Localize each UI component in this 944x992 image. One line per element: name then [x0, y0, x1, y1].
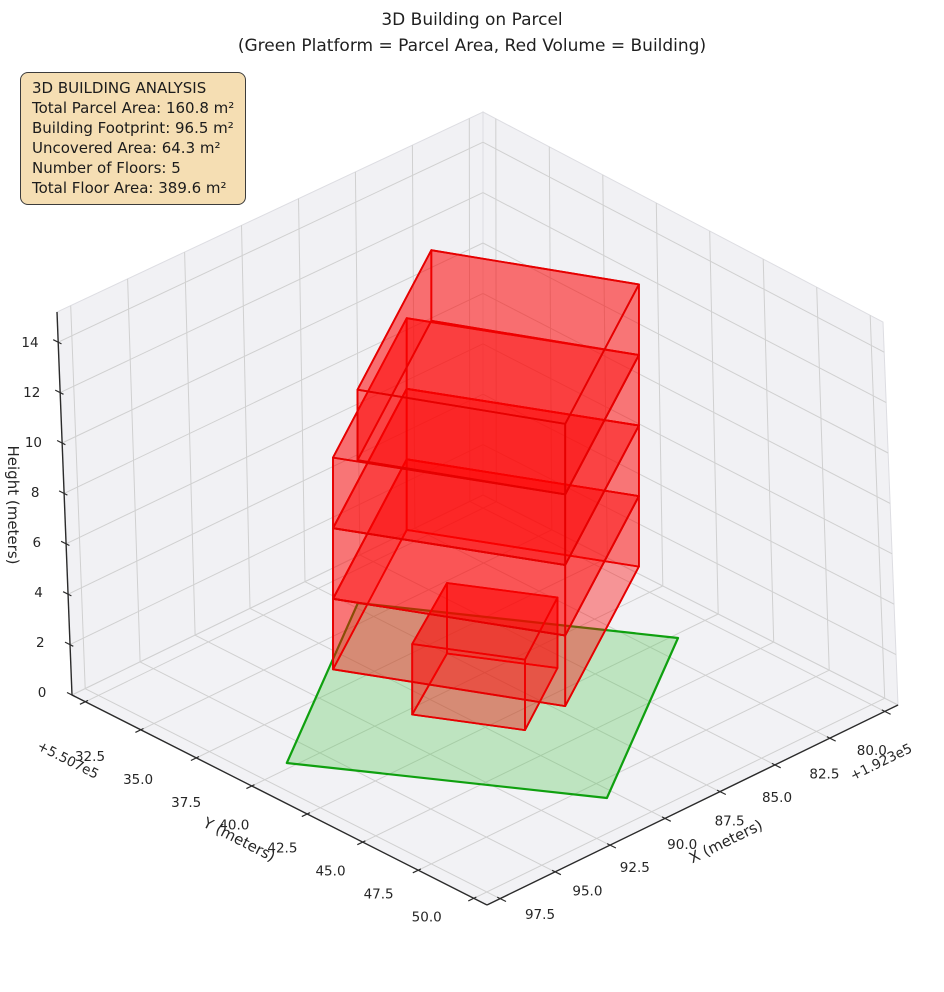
building-box-floor-5	[356, 249, 640, 496]
y-tick-label: 40.0	[219, 818, 249, 834]
x-tick-label: 82.5	[809, 767, 839, 783]
x-tick-label: 87.5	[715, 813, 745, 829]
chart-subtitle: (Green Platform = Parcel Area, Red Volum…	[237, 36, 707, 56]
z-tick-label: 8	[31, 485, 40, 501]
y-tick-label: 42.5	[267, 841, 297, 857]
y-tick-label: 32.5	[75, 749, 105, 765]
info-box-line: Total Floor Area: 389.6 m²	[32, 179, 227, 197]
info-box-line: Building Footprint: 96.5 m²	[32, 119, 234, 137]
x-tick-label: 90.0	[667, 837, 697, 853]
building-box-floor-3	[332, 387, 640, 637]
building-box-floor-4	[332, 317, 640, 566]
building-box-floor-1-core	[411, 582, 559, 731]
z-tick-label: 2	[36, 635, 45, 651]
y-tick-label: 47.5	[364, 886, 394, 902]
y-tick-label: 35.0	[123, 772, 153, 788]
z-axis-title: Height (meters)	[4, 446, 22, 565]
title-block: 3D Building on Parcel (Green Platform = …	[0, 7, 944, 59]
info-box-line: Number of Floors: 5	[32, 159, 181, 177]
info-box-line: Total Parcel Area: 160.8 m²	[32, 99, 235, 117]
z-tick-label: 4	[34, 585, 43, 601]
y-tick-label: 50.0	[412, 909, 442, 925]
chart-title: 3D Building on Parcel	[381, 10, 563, 30]
building-box-floor-2	[332, 458, 640, 707]
x-tick-label: 80.0	[857, 743, 887, 759]
x-tick-label: 85.0	[762, 790, 792, 806]
parcel-polygon	[285, 601, 680, 800]
y-tick-label: 37.5	[171, 795, 201, 811]
y-tick-label: 45.0	[315, 864, 345, 880]
building-group	[332, 249, 640, 731]
z-tick-label: 12	[23, 385, 40, 401]
x-tick-label: 97.5	[525, 907, 555, 923]
info-box-title: 3D BUILDING ANALYSIS	[32, 79, 207, 97]
z-tick-label: 14	[21, 335, 38, 351]
x-tick-label: 95.0	[572, 884, 602, 900]
analysis-info-box: 3D BUILDING ANALYSIS Total Parcel Area: …	[20, 72, 247, 205]
info-box-lines: Total Parcel Area: 160.8 m² Building Foot…	[32, 98, 234, 198]
z-tick-label: 10	[25, 435, 42, 451]
z-tick-label: 6	[33, 535, 42, 551]
info-box-line: Uncovered Area: 64.3 m²	[32, 139, 221, 157]
x-tick-label: 92.5	[620, 860, 650, 876]
z-tick-label: 0	[38, 685, 47, 701]
